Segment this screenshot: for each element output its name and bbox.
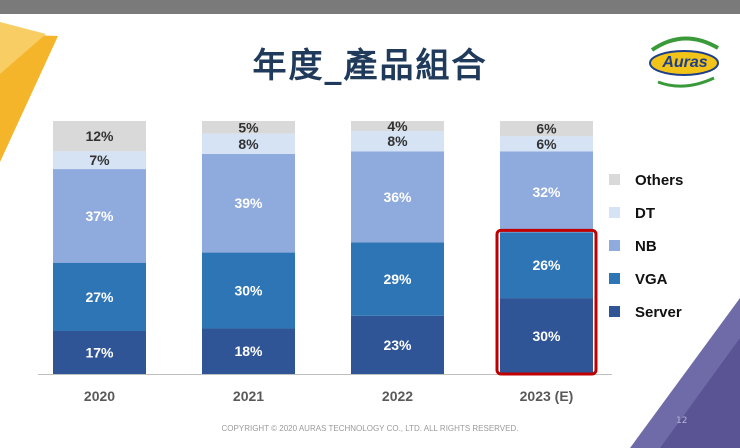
auras-logo xyxy=(649,36,720,88)
bar-others-2020 xyxy=(53,121,146,152)
data-label-server-2023-e: 30% xyxy=(532,328,561,344)
page-number: 12 xyxy=(676,416,688,426)
x-tick-label-2020: 2020 xyxy=(84,388,115,404)
legend-label-nb: NB xyxy=(635,238,657,255)
legend-label-others: Others xyxy=(635,172,683,189)
data-label-dt-2023-e: 6% xyxy=(536,136,557,152)
data-label-others-2020: 12% xyxy=(85,128,114,144)
legend-swatch-vga xyxy=(609,273,620,284)
copyright-footer: COPYRIGHT © 2020 AURAS TECHNOLOGY CO., L… xyxy=(221,424,519,433)
bar-vga-2023-e xyxy=(500,232,593,299)
legend-label-server: Server xyxy=(635,304,682,321)
data-label-server-2022: 23% xyxy=(383,337,412,353)
bar-nb-2020 xyxy=(53,169,146,263)
legend-swatch-others xyxy=(609,174,620,185)
data-label-dt-2020: 7% xyxy=(89,152,110,168)
x-tick-label-2023-e: 2023 (E) xyxy=(520,388,574,404)
x-tick-label-2021: 2021 xyxy=(233,388,264,404)
window-top-bar xyxy=(0,0,740,14)
legend-swatch-dt xyxy=(609,207,620,218)
bar-others-2022 xyxy=(351,121,444,132)
bar-server-2023-e xyxy=(500,298,593,374)
data-label-dt-2022: 8% xyxy=(387,133,408,149)
bar-others-2023-e xyxy=(500,121,593,137)
highlight-box-2023-e xyxy=(495,228,598,376)
data-label-vga-2020: 27% xyxy=(85,289,114,305)
data-label-dt-2021: 8% xyxy=(238,136,259,152)
bar-server-2021 xyxy=(202,328,295,374)
legend-label-dt: DT xyxy=(635,205,655,222)
bar-others-2021 xyxy=(202,121,295,134)
x-tick-label-2022: 2022 xyxy=(382,388,413,404)
bar-server-2020 xyxy=(53,330,146,374)
bar-dt-2020 xyxy=(53,151,146,170)
data-label-vga-2021: 30% xyxy=(234,283,263,299)
data-label-nb-2022: 36% xyxy=(383,189,412,205)
bar-nb-2022 xyxy=(351,151,444,243)
data-label-vga-2023-e: 26% xyxy=(532,257,561,273)
bar-dt-2022 xyxy=(351,131,444,152)
data-label-others-2022: 4% xyxy=(387,118,408,134)
decorative-purple-shape xyxy=(630,298,740,448)
decorative-yellow-shape xyxy=(0,22,58,162)
bar-dt-2023-e xyxy=(500,136,593,152)
bar-vga-2021 xyxy=(202,252,295,329)
bar-vga-2020 xyxy=(53,262,146,331)
data-label-nb-2020: 37% xyxy=(85,208,114,224)
data-label-others-2023-e: 6% xyxy=(536,121,557,137)
legend-swatch-server xyxy=(609,306,620,317)
bar-vga-2022 xyxy=(351,242,444,316)
bar-nb-2023-e xyxy=(500,151,593,233)
bar-nb-2021 xyxy=(202,153,295,253)
data-label-nb-2023-e: 32% xyxy=(532,184,561,200)
data-label-server-2021: 18% xyxy=(234,343,263,359)
bar-server-2022 xyxy=(351,315,444,374)
data-label-nb-2021: 39% xyxy=(234,195,263,211)
slide-title: 年度_產品組合 xyxy=(252,46,488,86)
bar-dt-2021 xyxy=(202,133,295,154)
data-label-others-2021: 5% xyxy=(238,119,259,135)
legend-swatch-nb xyxy=(609,240,620,251)
data-label-server-2020: 17% xyxy=(85,344,114,360)
logo-text: Auras xyxy=(662,54,708,71)
data-label-vga-2022: 29% xyxy=(383,271,412,287)
legend-label-vga: VGA xyxy=(635,271,668,288)
